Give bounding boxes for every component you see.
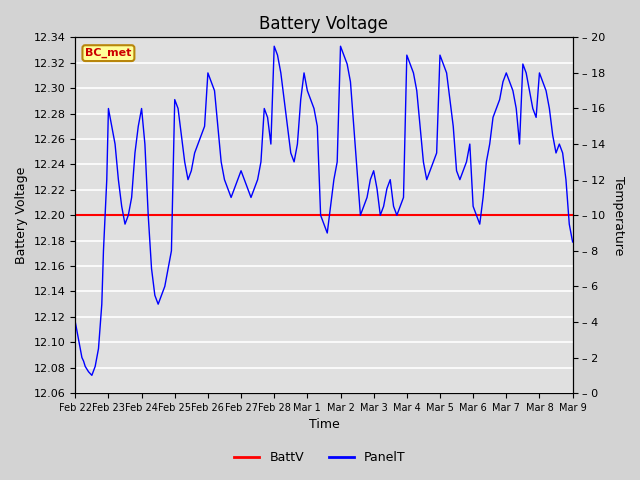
Text: BC_met: BC_met bbox=[85, 48, 132, 58]
Title: Battery Voltage: Battery Voltage bbox=[259, 15, 388, 33]
X-axis label: Time: Time bbox=[308, 419, 339, 432]
Y-axis label: Temperature: Temperature bbox=[612, 176, 625, 255]
Y-axis label: Battery Voltage: Battery Voltage bbox=[15, 167, 28, 264]
Legend: BattV, PanelT: BattV, PanelT bbox=[229, 446, 411, 469]
